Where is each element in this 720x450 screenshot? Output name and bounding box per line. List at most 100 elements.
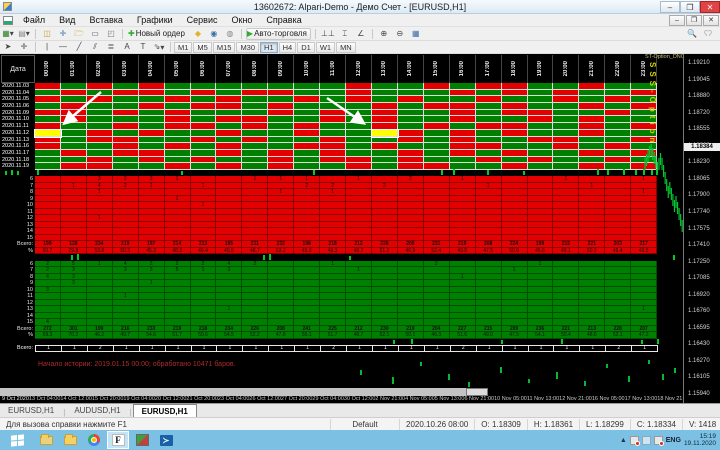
signal-cell[interactable] <box>372 143 398 150</box>
signal-cell[interactable] <box>346 150 372 157</box>
signal-cell[interactable] <box>450 103 476 110</box>
signal-cell[interactable] <box>294 123 320 130</box>
signal-cell[interactable] <box>372 103 398 110</box>
signal-cell[interactable] <box>113 96 139 103</box>
signal-cell[interactable] <box>579 110 605 117</box>
market-watch-button[interactable]: ◫ <box>40 28 54 40</box>
signal-cell[interactable] <box>372 150 398 157</box>
signal-cell[interactable] <box>528 157 554 164</box>
signal-cell[interactable] <box>346 137 372 144</box>
signal-cell[interactable] <box>242 83 268 90</box>
signal-cell[interactable] <box>268 123 294 130</box>
timeframe-M1[interactable]: M1 <box>174 42 192 53</box>
signal-cell[interactable] <box>242 150 268 157</box>
signal-cell[interactable] <box>398 110 424 117</box>
autotrade-button[interactable]: ▶ Авто-торговля <box>246 28 311 40</box>
timeframe-M5[interactable]: M5 <box>193 42 211 53</box>
signal-cell[interactable] <box>268 96 294 103</box>
scrollbar-handle[interactable] <box>466 388 488 396</box>
signal-cell[interactable] <box>242 143 268 150</box>
crosshair-button[interactable]: ✛ <box>17 41 31 53</box>
signal-cell[interactable] <box>320 123 346 130</box>
chart-line-button[interactable]: ∠ <box>354 28 368 40</box>
signal-cell[interactable] <box>242 157 268 164</box>
signal-cell[interactable] <box>605 123 631 130</box>
signal-cell[interactable] <box>35 143 61 150</box>
signal-cell[interactable] <box>502 103 528 110</box>
signal-cell[interactable] <box>553 103 579 110</box>
signal-cell[interactable] <box>476 83 502 90</box>
signal-cell[interactable] <box>528 103 554 110</box>
signal-cell[interactable] <box>450 110 476 117</box>
signal-cell[interactable] <box>139 110 165 117</box>
signal-cell[interactable] <box>424 143 450 150</box>
signal-cell[interactable] <box>579 130 605 137</box>
signal-cell[interactable] <box>605 83 631 90</box>
signal-cell[interactable] <box>424 116 450 123</box>
signal-cell[interactable] <box>216 130 242 137</box>
signal-cell[interactable] <box>605 103 631 110</box>
tile-windows-button[interactable]: ▦ <box>409 28 423 40</box>
signal-cell[interactable] <box>320 143 346 150</box>
signal-cell[interactable] <box>450 123 476 130</box>
signal-cell[interactable] <box>216 123 242 130</box>
signal-cell[interactable] <box>216 103 242 110</box>
signal-cell[interactable] <box>528 90 554 97</box>
chart-candles-button[interactable]: ⌶ <box>338 28 352 40</box>
signal-cell[interactable] <box>476 163 502 170</box>
signal-cell[interactable] <box>346 83 372 90</box>
signal-cell[interactable] <box>528 83 554 90</box>
signal-cell[interactable] <box>87 163 113 170</box>
signal-cell[interactable] <box>191 163 217 170</box>
signal-cell[interactable] <box>372 123 398 130</box>
signal-cell[interactable] <box>268 103 294 110</box>
signal-cell[interactable] <box>450 116 476 123</box>
zoom-out-button[interactable]: ⊖ <box>393 28 407 40</box>
signal-cell[interactable] <box>450 90 476 97</box>
signal-cell[interactable] <box>113 150 139 157</box>
profile-indicator[interactable]: Default <box>330 419 400 430</box>
timeframe-M30[interactable]: M30 <box>236 42 259 53</box>
timeframe-D1[interactable]: D1 <box>297 42 315 53</box>
signal-cell[interactable] <box>61 96 87 103</box>
app-icon-colored[interactable] <box>131 431 153 449</box>
timeframe-W1[interactable]: W1 <box>316 42 335 53</box>
signal-cell[interactable] <box>424 103 450 110</box>
signal-cell[interactable] <box>242 163 268 170</box>
start-button[interactable] <box>0 430 34 450</box>
signal-cell[interactable] <box>579 96 605 103</box>
signal-cell[interactable] <box>87 143 113 150</box>
fibonacci-button[interactable]: ≣ <box>104 41 118 53</box>
menu-Файл[interactable]: Файл <box>16 15 52 25</box>
signal-cell[interactable] <box>398 103 424 110</box>
close-button[interactable]: ✕ <box>700 1 720 13</box>
signal-cell[interactable] <box>528 163 554 170</box>
signal-cell[interactable] <box>398 130 424 137</box>
signal-cell[interactable] <box>294 150 320 157</box>
signal-cell[interactable] <box>372 110 398 117</box>
signal-cell[interactable] <box>113 123 139 130</box>
chart-tab-2[interactable]: EURUSD,H1 <box>133 404 197 417</box>
alerts-button[interactable]: ◉ <box>207 28 221 40</box>
chart-bars-button[interactable]: ⊥⊥ <box>320 28 336 40</box>
signal-cell[interactable] <box>424 130 450 137</box>
signal-cell[interactable] <box>553 150 579 157</box>
signal-cell[interactable] <box>320 83 346 90</box>
signal-cell[interactable] <box>398 96 424 103</box>
signal-cell[interactable] <box>191 96 217 103</box>
tray-app-icon-2[interactable] <box>654 436 663 445</box>
signal-cell[interactable] <box>553 83 579 90</box>
signal-cell[interactable] <box>502 83 528 90</box>
signal-cell[interactable] <box>165 130 191 137</box>
signal-cell[interactable] <box>294 163 320 170</box>
signal-cell[interactable] <box>553 130 579 137</box>
signal-cell[interactable] <box>553 143 579 150</box>
signal-cell[interactable] <box>579 83 605 90</box>
signal-cell[interactable] <box>476 103 502 110</box>
signal-cell[interactable] <box>346 103 372 110</box>
signal-cell[interactable] <box>139 157 165 164</box>
signal-cell[interactable] <box>191 103 217 110</box>
signal-cell[interactable] <box>87 90 113 97</box>
signal-cell[interactable] <box>450 150 476 157</box>
signal-cell[interactable] <box>605 150 631 157</box>
